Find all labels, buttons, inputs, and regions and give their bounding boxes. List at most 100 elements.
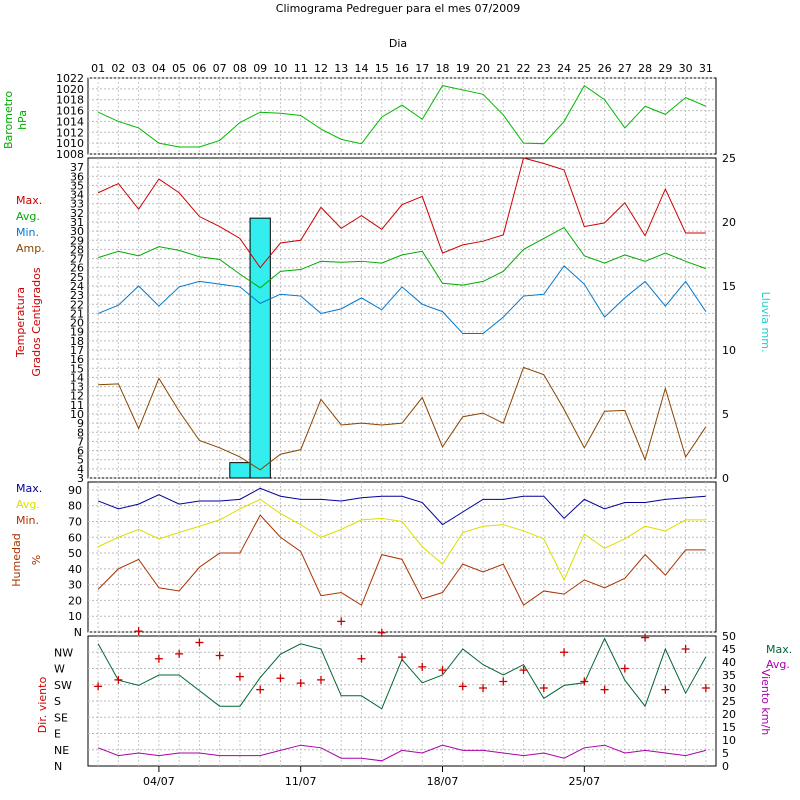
wind-direction-mark [519, 666, 528, 675]
wind-direction-mark [296, 679, 305, 688]
legend-temp-avg: Avg. [16, 210, 40, 223]
week-label: 11/07 [285, 775, 317, 788]
wind-direction-mark [114, 675, 123, 684]
wind-direction-mark [661, 685, 670, 694]
day-label: 01 [91, 62, 105, 75]
temperature-tick: 35 [70, 179, 84, 192]
rain-tick: 10 [722, 344, 736, 357]
humidity-unit: % [30, 555, 43, 565]
wind-direction-mark [398, 653, 406, 662]
direction-tick: N [54, 760, 62, 773]
temperature-tick: 3 [77, 472, 84, 485]
temperature-tick: 24 [70, 280, 84, 293]
rain-tick: 0 [722, 472, 729, 485]
day-label: 11 [294, 62, 308, 75]
temperature-tick: 32 [70, 207, 84, 220]
direction-tick: SE [54, 711, 68, 724]
day-labels: 01 02 03 04 05 06 07 08 09 10 11 12 13 14 15 16 17 18 19 20… [91, 62, 713, 75]
day-label: 17 [415, 62, 429, 75]
wind-direction-mark [701, 684, 710, 692]
direction-tick: NE [54, 744, 69, 757]
humidity-tick: 40 [68, 563, 82, 576]
temperature-tick: 19 [70, 326, 84, 339]
temperature-tick: 26 [70, 262, 84, 275]
wind-direction-mark [600, 685, 609, 694]
direction-tick: SW [54, 679, 72, 692]
temperature-tick: 22 [70, 298, 84, 311]
day-label: 20 [476, 62, 490, 75]
wind-speed-tick: 50 [722, 630, 736, 643]
wind-speed-tick: 25 [722, 695, 736, 708]
humidity-line-max [97, 487, 706, 526]
temperature-tick: 33 [70, 198, 84, 211]
wind-direction-mark [681, 645, 690, 653]
humidity-tick: 80 [68, 500, 82, 513]
wind-line-avg [97, 744, 706, 762]
temperature-tick: 23 [70, 289, 84, 302]
wind-direction-mark [539, 684, 548, 692]
wind-direction-mark [337, 617, 346, 626]
temperature-tick: 15 [70, 362, 84, 375]
day-label: 09 [253, 62, 267, 75]
wind-speed-tick: 15 [722, 721, 736, 734]
wind-direction-mark [357, 654, 366, 663]
temperature-tick: 16 [70, 353, 84, 366]
wind-direction-mark [134, 627, 143, 636]
rain-bar [229, 462, 251, 479]
week-label: 25/07 [568, 775, 600, 788]
week-label: 18/07 [427, 775, 459, 788]
temperature-label: Temperatura [14, 287, 27, 358]
rain-tick: 20 [722, 216, 736, 229]
humidity-line-min [97, 514, 706, 606]
barometer-tick: 1012 [56, 126, 84, 139]
wind-speed-tick: 10 [722, 734, 736, 747]
wind-direction-mark [580, 677, 589, 686]
wind-legend: Max. Avg. [766, 643, 792, 671]
temperature-tick: 11 [70, 399, 84, 412]
humidity-tick: 50 [68, 547, 82, 560]
day-label: 26 [598, 62, 612, 75]
temperature-tick: 17 [70, 344, 84, 357]
day-label: 02 [111, 62, 125, 75]
humidity-tick: 90 [68, 484, 82, 497]
wind-direction-marks [94, 617, 710, 694]
day-label: 08 [233, 62, 247, 75]
day-label: 16 [395, 62, 409, 75]
legend-wind-avg: Avg. [766, 658, 790, 671]
wind-direction-mark [418, 662, 427, 671]
temperature-tick: 7 [77, 435, 84, 448]
direction-tick: NW [54, 646, 73, 659]
day-label: 28 [638, 62, 652, 75]
temperature-tick: 34 [70, 189, 84, 202]
legend-hum-max: Max. [16, 482, 42, 495]
humidity-tick: 10 [68, 610, 82, 623]
wind-speed-tick: 5 [722, 747, 729, 760]
day-label: 19 [456, 62, 470, 75]
grid-lines [88, 77, 716, 766]
wind-direction-mark [620, 664, 629, 673]
legend-temp-max: Max. [16, 194, 42, 207]
day-label: 15 [375, 62, 389, 75]
day-label: 03 [132, 62, 146, 75]
temperature-tick: 5 [77, 454, 84, 467]
temperature-line-max [97, 157, 706, 269]
day-label: 30 [679, 62, 693, 75]
legend-temp-min: Min. [16, 226, 39, 239]
barometer-unit: hPa [16, 110, 29, 130]
day-label: 07 [213, 62, 227, 75]
day-label: 13 [334, 62, 348, 75]
wind-speed-tick: 35 [722, 669, 736, 682]
direction-tick: S [54, 695, 61, 708]
temperature-tick: 29 [70, 234, 84, 247]
wind-direction-mark [256, 685, 265, 694]
temperature-tick: 37 [70, 161, 84, 174]
barometer-tick: 1014 [56, 115, 84, 128]
wind-direction-mark [195, 638, 204, 647]
humidity-tick: 30 [68, 579, 82, 592]
temperature-tick: 8 [77, 426, 84, 439]
wind-direction-mark [94, 682, 103, 691]
day-label: 22 [517, 62, 531, 75]
week-label: 04/07 [143, 775, 175, 788]
humidity-tick: 60 [68, 531, 82, 544]
